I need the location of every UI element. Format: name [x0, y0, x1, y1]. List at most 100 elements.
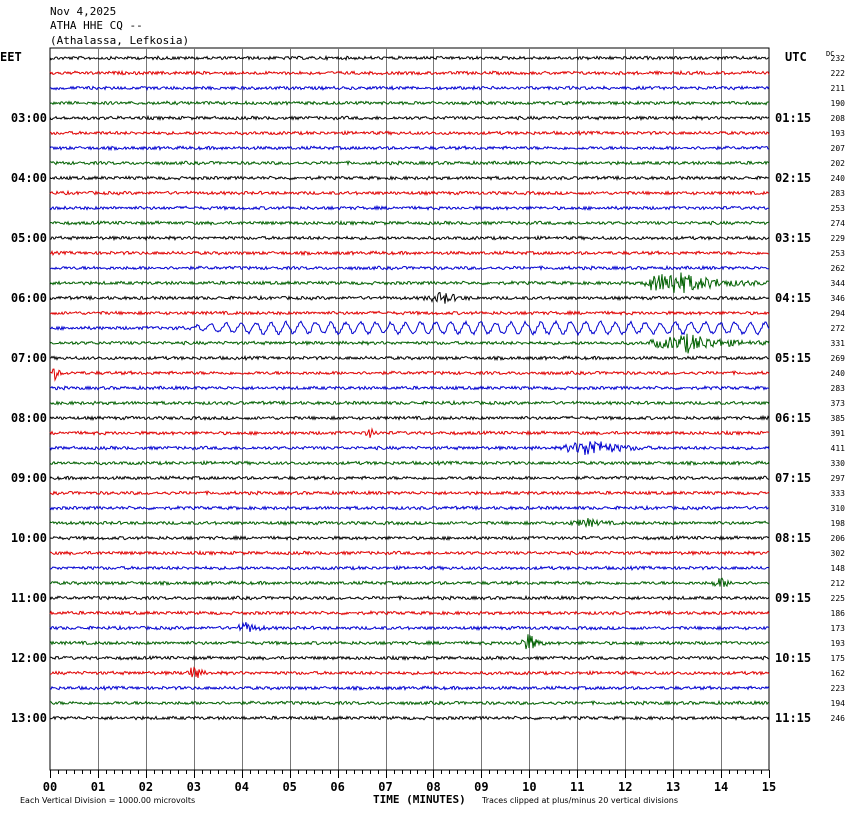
dc-offset-value: 194 [831, 699, 846, 708]
seismic-trace [49, 292, 770, 304]
x-axis-title: TIME (MINUTES) [373, 793, 466, 806]
seismic-trace [49, 309, 770, 316]
right-hour-label: 07:15 [775, 471, 811, 485]
seismic-trace [49, 475, 770, 481]
dc-offset-value: 294 [831, 309, 846, 318]
seismic-trace [49, 489, 770, 497]
left-hour-label: 12:00 [11, 651, 47, 665]
dc-offset-value: 223 [831, 684, 846, 693]
x-tick-label: 05 [282, 780, 296, 794]
seismic-trace [49, 84, 770, 92]
seismic-trace [49, 715, 770, 721]
right-hour-label: 09:15 [775, 591, 811, 605]
x-tick-label: 02 [139, 780, 153, 794]
dc-offset-value: 302 [831, 549, 846, 558]
dc-offset-value: 411 [831, 444, 846, 453]
dc-offset-value: 198 [831, 519, 846, 528]
dc-offset-column: 232 222 211 190 208 193 207 202 240 283 253 274 229 2… [831, 54, 846, 723]
seismic-trace [49, 114, 770, 122]
dc-offset-value: 206 [831, 534, 846, 543]
seismic-trace [49, 145, 770, 152]
dc-offset-value: 346 [831, 294, 846, 303]
seismic-trace [49, 272, 770, 294]
seismic-trace [49, 399, 770, 407]
dc-offset-value: 186 [831, 609, 846, 618]
x-tick-label: 04 [235, 780, 249, 794]
right-hour-label: 02:15 [775, 171, 811, 185]
header-station: ATHA HHE CQ -- [50, 19, 143, 32]
right-hour-label: 08:15 [775, 531, 811, 545]
right-timezone-label: UTC [785, 50, 807, 64]
right-hour-label: 04:15 [775, 291, 811, 305]
seismic-trace [49, 666, 770, 678]
dc-offset-value: 310 [831, 504, 846, 513]
dc-offset-value: 148 [831, 564, 846, 573]
seismic-trace [49, 129, 770, 136]
dc-offset-value: 225 [831, 594, 846, 603]
x-tick-label: 15 [762, 780, 776, 794]
dc-offset-value: 162 [831, 669, 846, 678]
left-hour-label: 04:00 [11, 171, 47, 185]
left-hour-label: 08:00 [11, 411, 47, 425]
seismic-trace [49, 264, 769, 272]
trace-group [49, 54, 770, 721]
dc-offset-value: 202 [831, 159, 846, 168]
dc-offset-value: 385 [831, 414, 846, 423]
dc-offset-value: 333 [831, 489, 846, 498]
x-tick-label: 01 [91, 780, 105, 794]
seismic-trace [49, 333, 770, 354]
seismic-trace [50, 249, 770, 257]
dc-offset-value: 253 [831, 249, 846, 258]
dc-offset-value: 297 [831, 474, 846, 483]
x-tick-label: 00 [43, 780, 57, 794]
dc-offset-value: 208 [831, 114, 846, 123]
dc-offset-value: 193 [831, 129, 846, 138]
header-location: (Athalassa, Lefkosia) [50, 34, 190, 47]
dc-offset-value: 190 [831, 99, 846, 108]
seismic-trace [49, 684, 770, 692]
left-hour-label: 13:00 [11, 711, 47, 725]
x-tick-label: 09 [474, 780, 488, 794]
left-hour-label: 11:00 [11, 591, 47, 605]
seismic-trace [49, 594, 770, 602]
seismic-trace [49, 549, 770, 557]
dc-offset-value: 262 [831, 264, 846, 273]
right-hour-label: 11:15 [775, 711, 811, 725]
seismic-trace [49, 319, 770, 337]
dc-offset-value: 330 [831, 459, 846, 468]
left-timezone-label: EET [0, 50, 22, 64]
dc-offset-value: 212 [831, 579, 846, 588]
seismic-trace [49, 204, 769, 212]
dc-offset-value: 373 [831, 399, 846, 408]
x-axis: 00 01 02 03 04 05 06 07 08 09 10 11 12 13 14 15 [43, 769, 776, 794]
dc-offset-value: 173 [831, 624, 846, 633]
seismic-trace [49, 368, 770, 382]
plot-grid [49, 47, 770, 771]
x-tick-label: 13 [666, 780, 680, 794]
dc-offset-value: 240 [831, 174, 846, 183]
seismic-trace [49, 534, 770, 542]
dc-offset-value: 331 [831, 339, 846, 348]
right-hour-label: 05:15 [775, 351, 811, 365]
scale-note: Each Vertical Division = 1000.00 microvo… [20, 796, 195, 805]
seismic-trace [49, 564, 770, 571]
x-tick-label: 07 [378, 780, 392, 794]
right-hour-label: 03:15 [775, 231, 811, 245]
seismic-trace [50, 699, 770, 707]
dc-offset-value: 391 [831, 429, 846, 438]
left-hour-label: 10:00 [11, 531, 47, 545]
x-tick-label: 14 [714, 780, 728, 794]
seismic-trace [49, 384, 770, 391]
header-date: Nov 4,2025 [50, 5, 117, 18]
dc-offset-value: 344 [831, 279, 846, 288]
seismic-trace [49, 621, 770, 632]
seismic-trace [49, 219, 770, 226]
dc-offset-value: 211 [831, 84, 846, 93]
dc-offset-value: 207 [831, 144, 846, 153]
seismic-trace [49, 654, 770, 661]
seismic-trace [49, 414, 770, 421]
seismic-trace [49, 234, 770, 242]
dc-offset-value: 253 [831, 204, 846, 213]
x-tick-label: 03 [187, 780, 201, 794]
